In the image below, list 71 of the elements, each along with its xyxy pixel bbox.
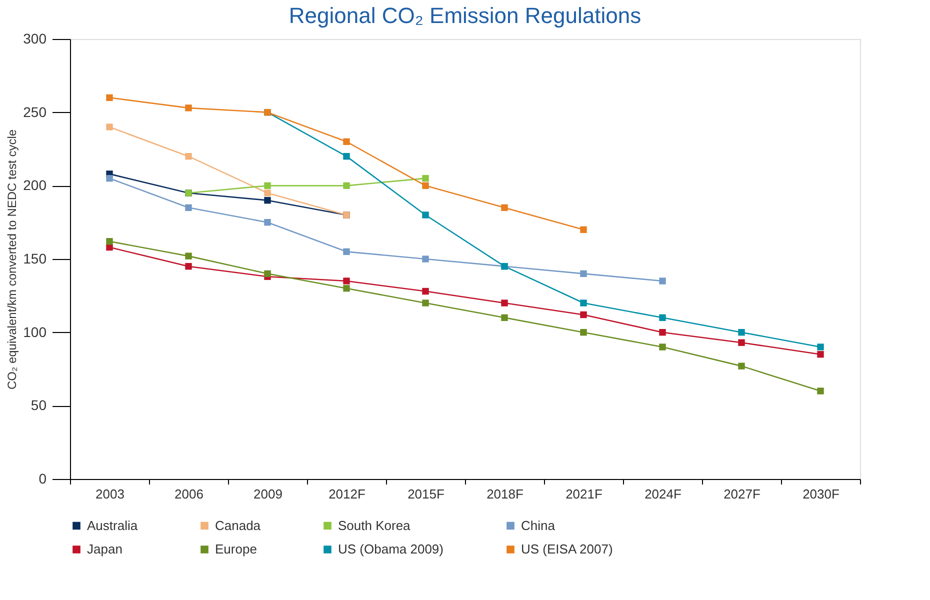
x-tick-label: 2003 xyxy=(96,486,124,502)
point xyxy=(185,252,192,260)
y-tick-label: 200 xyxy=(23,177,47,194)
legend-label: Canada xyxy=(215,518,262,533)
chart-title: Regional CO₂ Emission Regulations xyxy=(288,3,642,28)
point xyxy=(580,311,587,318)
legend-label: China xyxy=(521,518,556,533)
legend-label: US (Obama 2009) xyxy=(338,542,444,556)
point xyxy=(422,182,429,190)
legend-label: South Korea xyxy=(338,518,412,533)
point xyxy=(343,152,350,160)
point xyxy=(817,350,824,358)
point xyxy=(659,314,666,322)
x-tick-label: 2030F xyxy=(802,486,840,502)
point xyxy=(264,196,271,204)
point xyxy=(264,218,271,226)
point xyxy=(106,174,113,182)
point xyxy=(422,174,429,182)
point xyxy=(343,278,350,284)
x-tick-label: 2015F xyxy=(408,486,444,502)
y-tick-label: 50 xyxy=(30,397,47,414)
point xyxy=(817,388,824,394)
x-tick-label: 2027F xyxy=(724,486,760,502)
point xyxy=(185,204,192,212)
point xyxy=(264,270,271,278)
point xyxy=(580,226,587,234)
y-tick-label: 150 xyxy=(23,250,47,266)
point xyxy=(659,344,666,350)
point xyxy=(738,339,745,346)
y-tick-label: 300 xyxy=(23,30,47,46)
point xyxy=(343,284,350,292)
point xyxy=(817,344,824,350)
x-tick-label: 2024F xyxy=(644,486,682,502)
point xyxy=(580,270,587,278)
legend-label: Australia xyxy=(87,518,138,533)
x-tick-label: 2012F xyxy=(328,486,366,502)
point xyxy=(106,238,113,245)
point xyxy=(106,124,113,130)
legend-label: Europe xyxy=(215,542,257,556)
y-axis-title: CO₂ equivalent/km converted to NEDC test cycle xyxy=(5,129,20,390)
legend-label: Japan xyxy=(87,542,122,556)
point xyxy=(501,204,508,212)
point xyxy=(422,212,429,218)
point xyxy=(659,328,666,336)
y-tick-label: 0 xyxy=(38,470,47,486)
point xyxy=(580,328,587,336)
point xyxy=(106,94,113,102)
point xyxy=(343,182,350,190)
point xyxy=(422,256,429,262)
point xyxy=(185,152,192,160)
point xyxy=(343,248,350,256)
point xyxy=(501,314,508,322)
x-tick-label: 2021F xyxy=(566,486,602,502)
point xyxy=(422,300,429,306)
x-tick-label: 2018F xyxy=(486,486,524,502)
y-tick-label: 100 xyxy=(23,324,47,340)
point xyxy=(185,262,192,270)
point xyxy=(185,104,192,112)
point xyxy=(659,278,666,284)
x-tick-label: 2006 xyxy=(174,486,204,502)
y-tick-label: 250 xyxy=(23,104,47,120)
point xyxy=(580,300,587,306)
point xyxy=(264,182,271,190)
legend-label: US (EISA 2007) xyxy=(521,542,613,556)
point xyxy=(738,328,745,336)
x-tick-label: 2009 xyxy=(254,486,282,502)
point xyxy=(422,288,429,295)
point xyxy=(501,300,508,306)
point xyxy=(343,138,350,146)
point xyxy=(738,362,745,370)
point xyxy=(264,190,271,196)
